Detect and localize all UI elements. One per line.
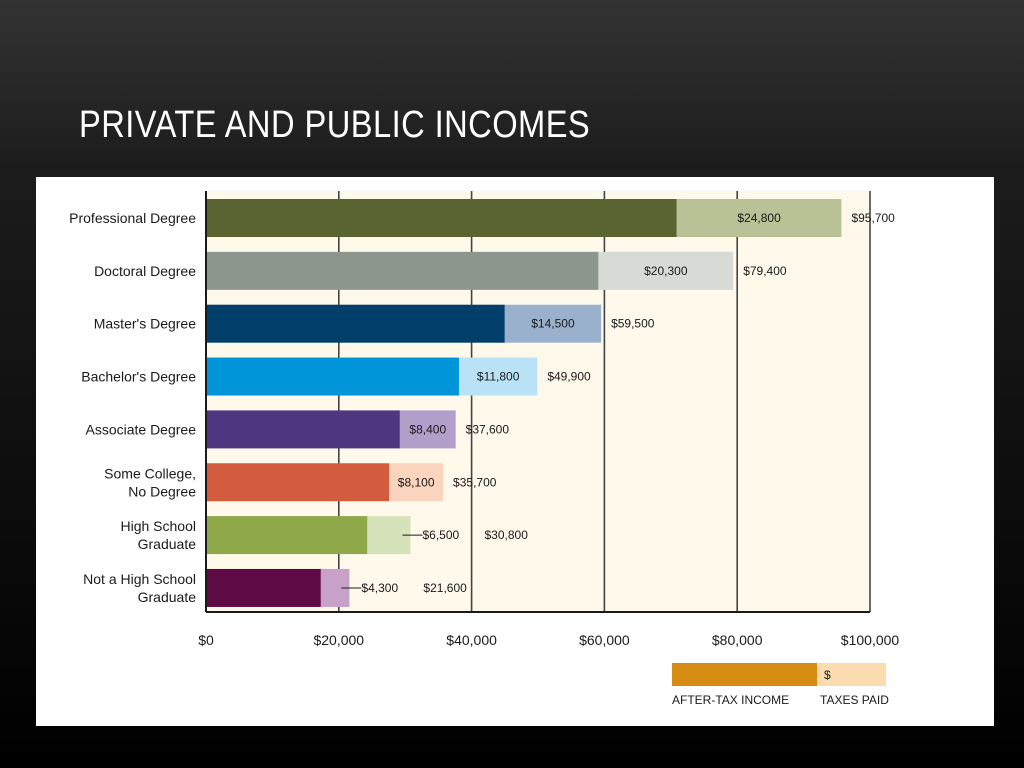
total-label-5: $35,700 <box>453 475 497 489</box>
legend-after-tax-label: AFTER-TAX INCOME <box>672 693 789 707</box>
category-label-4: Associate Degree <box>85 421 196 437</box>
tax-label-2: $14,500 <box>531 317 575 331</box>
total-label-0: $95,700 <box>851 211 895 225</box>
bar-after-tax-0 <box>206 199 677 237</box>
legend-taxes-symbol: $ <box>824 668 831 682</box>
legend-after-tax-swatch <box>672 663 817 686</box>
tax-label-4: $8,400 <box>409 422 446 436</box>
slide-title: Private and Public Incomes <box>79 104 591 146</box>
category-label-0: Professional Degree <box>69 210 196 226</box>
total-label-7: $21,600 <box>423 581 467 595</box>
bar-after-tax-6 <box>206 516 368 555</box>
bar-taxes-1 <box>598 251 734 290</box>
x-tick-label-0: $0 <box>198 632 214 648</box>
tax-label-1: $20,300 <box>644 264 688 278</box>
legend-taxes-swatch <box>817 663 886 686</box>
category-label-3: Bachelor's Degree <box>81 369 196 385</box>
bar-after-tax-5 <box>206 463 390 502</box>
income-bar-chart: Professional Degree $24,800 $95,700 Doctora… <box>69 191 900 707</box>
category-label-1: Doctoral Degree <box>94 263 196 279</box>
x-tick-label-2: $40,000 <box>446 632 497 648</box>
total-label-4: $37,600 <box>466 422 510 436</box>
bar-taxes-3 <box>458 357 538 396</box>
bar-after-tax-1 <box>206 251 599 290</box>
x-tick-label-4: $80,000 <box>712 632 763 648</box>
chart-panel: Professional Degree $24,800 $95,700 Doctora… <box>36 177 994 726</box>
legend-taxes-label: TAXES PAID <box>820 693 889 707</box>
category-label-2: Master's Degree <box>94 316 196 332</box>
tax-label-3: $11,800 <box>477 370 520 384</box>
total-label-1: $79,400 <box>743 264 787 278</box>
category-label-7: Not a High School Graduate <box>83 571 196 605</box>
total-label-2: $59,500 <box>611 317 655 331</box>
bar-taxes-2 <box>504 304 602 343</box>
category-label-6: High School Graduate <box>121 518 197 552</box>
bar-taxes-5 <box>389 463 444 502</box>
total-label-6: $30,800 <box>485 528 529 542</box>
total-label-3: $49,900 <box>547 370 591 384</box>
bar-after-tax-3 <box>206 357 459 396</box>
x-tick-label-1: $20,000 <box>313 632 364 648</box>
x-tick-label-5: $100,000 <box>841 632 900 648</box>
bar-taxes-0 <box>676 199 842 237</box>
bar-after-tax-2 <box>206 304 505 343</box>
category-label-5: Some College, No Degree <box>104 465 196 499</box>
tax-label-0: $24,800 <box>737 211 781 225</box>
bar-after-tax-4 <box>206 410 400 449</box>
bar-taxes-4 <box>399 410 456 449</box>
tax-label-6: $6,500 <box>423 528 460 542</box>
x-tick-label-3: $60,000 <box>579 632 630 648</box>
tax-label-7: $4,300 <box>361 581 398 595</box>
tax-label-5: $8,100 <box>398 475 435 489</box>
bar-after-tax-7 <box>206 568 321 607</box>
